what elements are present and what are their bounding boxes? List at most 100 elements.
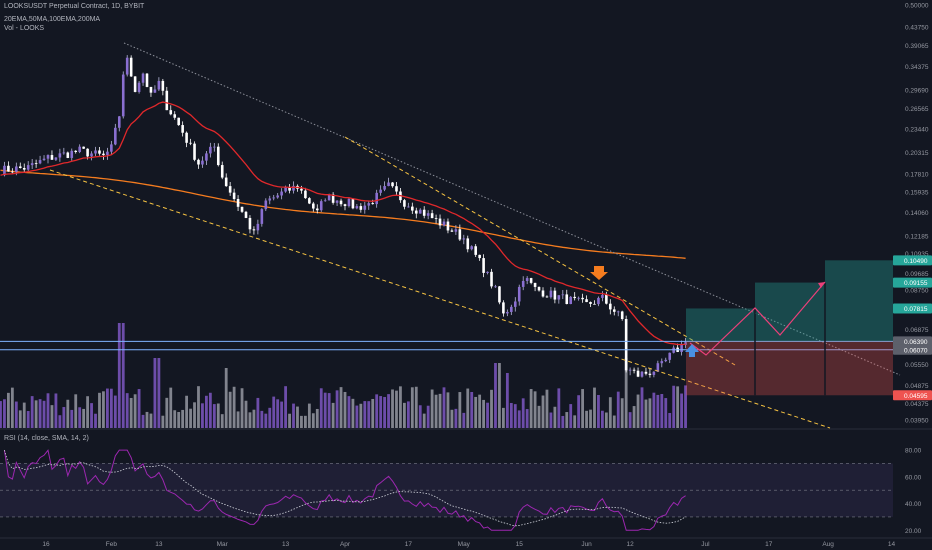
candle — [652, 371, 656, 378]
candle-body — [141, 73, 145, 83]
buy-arrow-icon — [685, 344, 699, 357]
volume-bar — [644, 399, 648, 428]
candle-body — [609, 303, 612, 310]
price-axis-label: 0.43750 — [905, 24, 929, 31]
candle — [620, 310, 624, 321]
candle-body — [601, 294, 604, 298]
volume-bar — [442, 387, 446, 428]
candle — [106, 147, 109, 160]
volume-bar — [557, 388, 561, 428]
volume-bar — [355, 405, 359, 428]
candle-body — [569, 296, 573, 305]
candle — [438, 214, 442, 229]
time-axis-label: 15 — [516, 541, 524, 548]
candle — [173, 111, 177, 120]
price-tag — [893, 277, 932, 288]
volume-bar — [379, 396, 383, 428]
volume-bar — [375, 394, 379, 428]
indicators-label: 20EMA,50MA,100EMA,200MA — [4, 16, 101, 23]
candle-body — [450, 230, 454, 232]
candle-body — [244, 211, 248, 218]
volume-bar — [648, 398, 652, 428]
candle — [260, 208, 264, 227]
candle — [664, 357, 668, 363]
candle — [315, 204, 319, 214]
volume-bar — [220, 414, 224, 428]
candle — [312, 201, 315, 212]
candle — [430, 209, 434, 219]
volume-bar — [367, 401, 371, 428]
volume-bar — [430, 389, 434, 428]
candle-body — [18, 166, 22, 168]
time-axis-label: 17 — [405, 541, 413, 548]
price-tag — [893, 255, 932, 266]
candle-body — [644, 371, 648, 374]
volume-bar — [458, 392, 462, 428]
volume-bar — [244, 400, 248, 428]
candle-body — [414, 210, 418, 214]
candle — [521, 276, 525, 291]
volume-bar — [339, 387, 343, 428]
candle — [668, 352, 672, 363]
candle-body — [573, 296, 576, 299]
candle — [553, 287, 557, 304]
volume-bar — [684, 385, 687, 428]
volume-bar — [403, 402, 406, 428]
candle — [343, 203, 347, 211]
price-axis-label: 0.10935 — [905, 251, 929, 258]
volume-bar — [553, 406, 557, 428]
candle-body — [684, 342, 687, 345]
volume-bar — [121, 323, 125, 428]
candle-body — [351, 198, 355, 209]
volume-bar — [201, 403, 204, 428]
candle — [42, 155, 46, 161]
volume-bar — [133, 394, 137, 428]
time-axis-label: 17 — [765, 541, 773, 548]
candle-body — [129, 57, 133, 77]
volume-label: Vol - LOOKS — [4, 25, 45, 32]
volume-bar — [537, 405, 541, 428]
candle-body — [46, 155, 50, 159]
volume-bar — [276, 399, 280, 428]
candle — [379, 185, 382, 196]
candle-body — [50, 155, 54, 160]
time-axis-label: Aug — [822, 541, 834, 548]
candle — [58, 148, 62, 162]
volume-bar — [74, 394, 78, 428]
candle — [585, 295, 588, 303]
volume-bar — [304, 415, 307, 428]
candle — [189, 138, 192, 146]
candle — [470, 245, 474, 251]
candle-body — [482, 258, 485, 273]
rsi-line — [3, 449, 686, 531]
candle-body — [648, 373, 652, 375]
candle-body — [90, 153, 93, 157]
volume-bar — [604, 412, 608, 428]
candle-body — [173, 114, 177, 118]
candle-body — [197, 159, 200, 165]
candle-body — [133, 76, 137, 92]
candle — [129, 55, 133, 78]
candle-body — [181, 125, 184, 133]
candle — [612, 306, 616, 316]
candle-body — [22, 167, 26, 170]
volume-bar — [470, 391, 474, 428]
volume-bar — [26, 411, 30, 428]
volume-bar — [106, 388, 109, 428]
candle-body — [169, 110, 173, 115]
volume-bar — [50, 405, 54, 428]
candle-body — [470, 246, 474, 250]
candle-body — [193, 143, 196, 160]
candle-body — [434, 218, 438, 219]
candle — [66, 151, 70, 159]
volume-bar — [521, 398, 525, 428]
price-tag — [893, 303, 932, 314]
volume-bar — [94, 413, 97, 428]
price-axis-label: 0.14060 — [905, 210, 929, 217]
volume-bar — [505, 373, 509, 428]
price-axis-label: 0.26565 — [905, 106, 929, 113]
projection-arrowhead — [818, 282, 825, 288]
candle-body — [252, 229, 256, 231]
volume-bar — [30, 396, 34, 428]
